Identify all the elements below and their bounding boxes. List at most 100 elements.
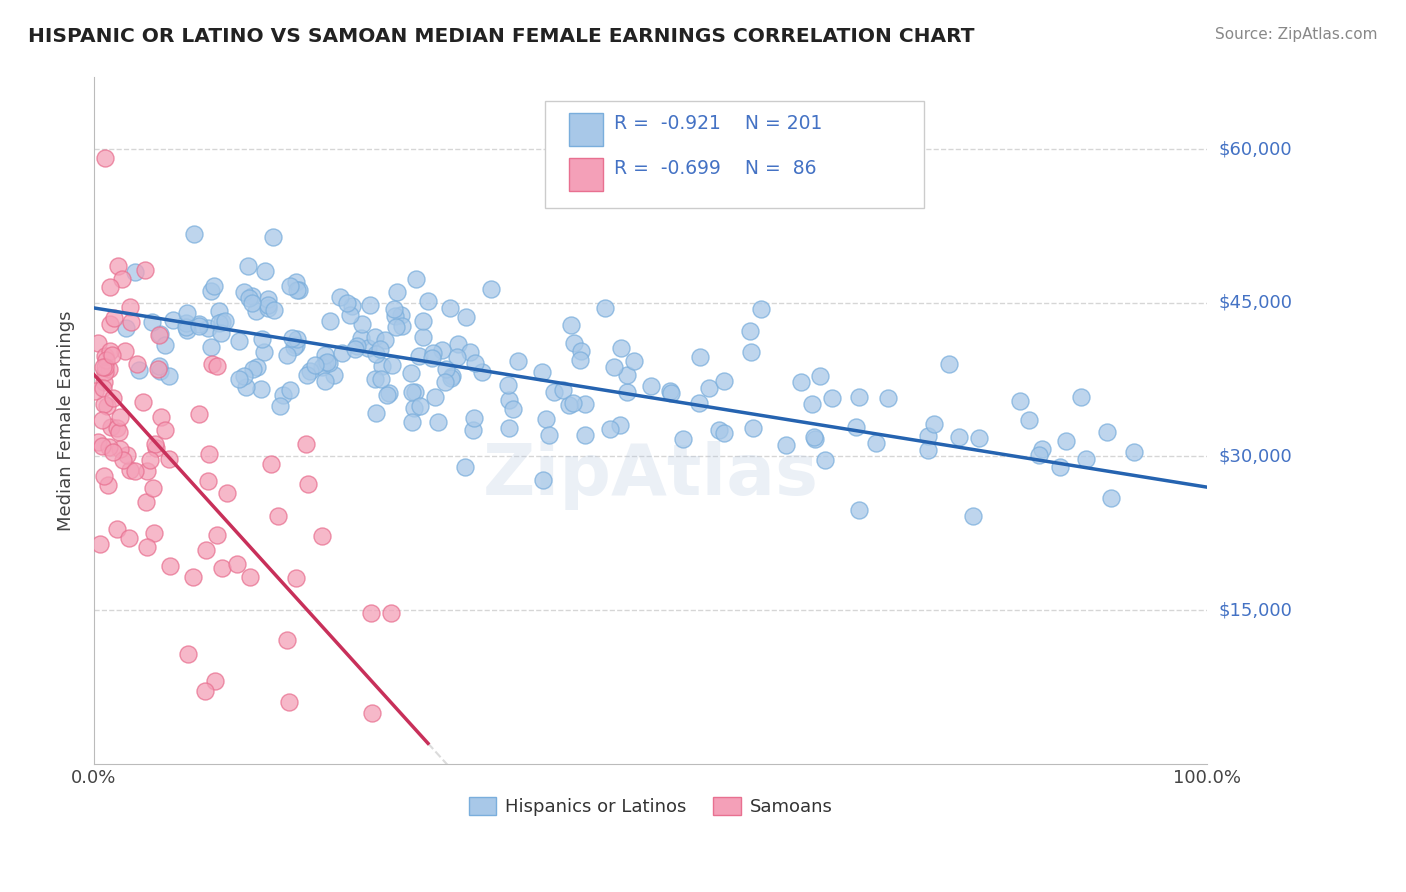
Point [198, 447, 221, 461]
Text: Source: ZipAtlas.com: Source: ZipAtlas.com [1215, 27, 1378, 42]
Point [360, 606, 382, 620]
Point [1031, 442, 1053, 456]
Point [252, 332, 274, 346]
Point [284, 338, 307, 352]
Point [120, 463, 142, 477]
Point [246, 359, 269, 374]
Point [142, 526, 165, 541]
Point [93, 375, 115, 389]
Point [364, 372, 387, 386]
Point [803, 429, 825, 443]
Point [267, 509, 290, 524]
Point [917, 443, 939, 458]
Point [208, 316, 231, 330]
Point [506, 353, 529, 368]
Point [245, 304, 267, 318]
Point [211, 561, 233, 575]
Point [108, 409, 131, 424]
Point [537, 428, 560, 442]
Point [285, 283, 308, 297]
Point [412, 314, 434, 328]
Point [502, 402, 524, 417]
Point [808, 369, 831, 384]
Point [603, 359, 626, 374]
Point [153, 423, 176, 437]
Point [405, 272, 427, 286]
Point [97, 440, 120, 454]
Point [215, 485, 238, 500]
Point [94, 352, 117, 367]
Point [256, 298, 278, 312]
Point [148, 327, 170, 342]
Point [285, 275, 308, 289]
Point [343, 343, 366, 357]
Point [311, 360, 333, 375]
Point [194, 683, 217, 698]
Point [97, 478, 120, 492]
Point [917, 429, 939, 443]
Point [94, 360, 117, 375]
Point [531, 473, 554, 487]
Point [100, 419, 122, 434]
Point [498, 392, 520, 407]
Point [385, 320, 408, 334]
Point [416, 293, 439, 308]
Point [329, 290, 352, 304]
Point [105, 522, 128, 536]
Point [371, 359, 394, 374]
Point [145, 436, 167, 450]
Point [381, 358, 404, 372]
Point [200, 340, 222, 354]
Point [93, 468, 115, 483]
Point [464, 356, 486, 370]
Point [118, 531, 141, 545]
Point [330, 346, 353, 360]
Point [84, 384, 107, 399]
Point [848, 390, 870, 404]
Point [609, 418, 631, 433]
Point [1018, 412, 1040, 426]
Point [560, 318, 582, 333]
Point [207, 359, 229, 373]
Point [159, 451, 181, 466]
Point [183, 227, 205, 242]
Text: $30,000: $30,000 [1219, 448, 1292, 466]
Point [142, 481, 165, 495]
Point [197, 320, 219, 334]
Point [967, 431, 990, 445]
Point [938, 357, 960, 371]
Point [562, 396, 585, 410]
Point [948, 430, 970, 444]
Point [408, 349, 430, 363]
Point [141, 315, 163, 329]
Point [688, 395, 710, 409]
Point [110, 442, 132, 456]
Point [236, 259, 259, 273]
Point [159, 558, 181, 573]
FancyBboxPatch shape [569, 113, 603, 146]
Point [87, 435, 110, 450]
Point [208, 304, 231, 318]
Point [118, 300, 141, 314]
Point [187, 318, 209, 333]
Point [962, 508, 984, 523]
Point [94, 152, 117, 166]
Point [659, 384, 682, 399]
Point [1010, 393, 1032, 408]
Point [128, 363, 150, 377]
Point [90, 439, 112, 453]
Point [380, 606, 402, 620]
Point [87, 335, 110, 350]
Point [204, 279, 226, 293]
Legend: Hispanics or Latinos, Samoans: Hispanics or Latinos, Samoans [461, 789, 839, 823]
Point [713, 426, 735, 441]
Point [253, 263, 276, 277]
Point [232, 285, 254, 299]
Point [139, 453, 162, 467]
Point [848, 503, 870, 517]
Point [378, 386, 401, 401]
Point [672, 433, 695, 447]
Point [98, 343, 121, 358]
Point [93, 397, 115, 411]
Text: ZipAtlas: ZipAtlas [482, 441, 818, 510]
